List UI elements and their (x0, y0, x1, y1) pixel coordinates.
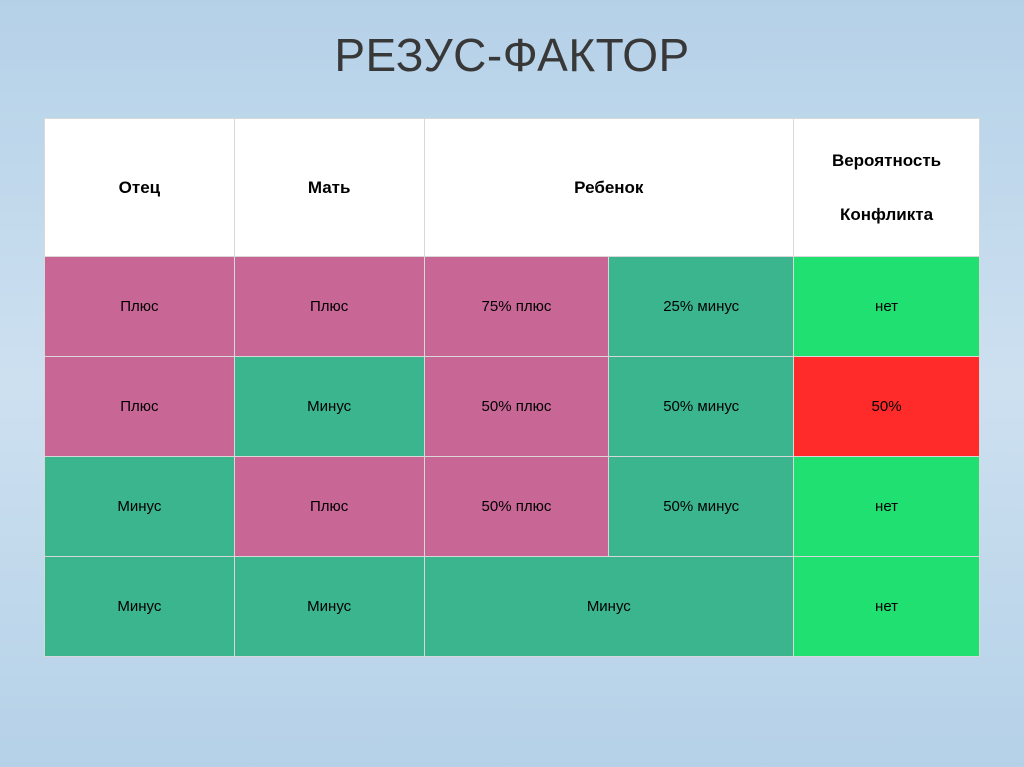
col-header-conflict-sub: Конфликта (798, 205, 975, 225)
cell-conflict: нет (794, 257, 980, 357)
table-row: ПлюсМинус50% плюс50% минус50% (45, 357, 980, 457)
table-row: МинусМинусМинуснет (45, 557, 980, 657)
col-header-conflict-main: Вероятность (832, 151, 941, 170)
col-header-conflict: Вероятность Конфликта (794, 119, 980, 257)
table-row: ПлюсПлюс75% плюс25% минуснет (45, 257, 980, 357)
cell-mother: Плюс (234, 257, 424, 357)
cell-mother: Минус (234, 357, 424, 457)
col-header-mother: Мать (234, 119, 424, 257)
table-header: Отец Мать Ребенок Вероятность Конфликта (45, 119, 980, 257)
table-row: МинусПлюс50% плюс50% минуснет (45, 457, 980, 557)
cell-father: Плюс (45, 257, 235, 357)
cell-mother: Минус (234, 557, 424, 657)
cell-conflict: нет (794, 557, 980, 657)
table-body: ПлюсПлюс75% плюс25% минуснетПлюсМинус50%… (45, 257, 980, 657)
rhesus-table: Отец Мать Ребенок Вероятность Конфликта … (44, 118, 980, 657)
cell-father: Плюс (45, 357, 235, 457)
col-header-father: Отец (45, 119, 235, 257)
cell-mother: Плюс (234, 457, 424, 557)
cell-father: Минус (45, 457, 235, 557)
cell-conflict: 50% (794, 357, 980, 457)
cell-child: 50% плюс (424, 357, 609, 457)
cell-child: 50% минус (609, 357, 794, 457)
cell-child: 50% минус (609, 457, 794, 557)
page-title: РЕЗУС-ФАКТОР (334, 28, 689, 82)
col-header-child: Ребенок (424, 119, 794, 257)
cell-child: 50% плюс (424, 457, 609, 557)
cell-father: Минус (45, 557, 235, 657)
cell-conflict: нет (794, 457, 980, 557)
cell-child: 75% плюс (424, 257, 609, 357)
cell-child: Минус (424, 557, 794, 657)
cell-child: 25% минус (609, 257, 794, 357)
